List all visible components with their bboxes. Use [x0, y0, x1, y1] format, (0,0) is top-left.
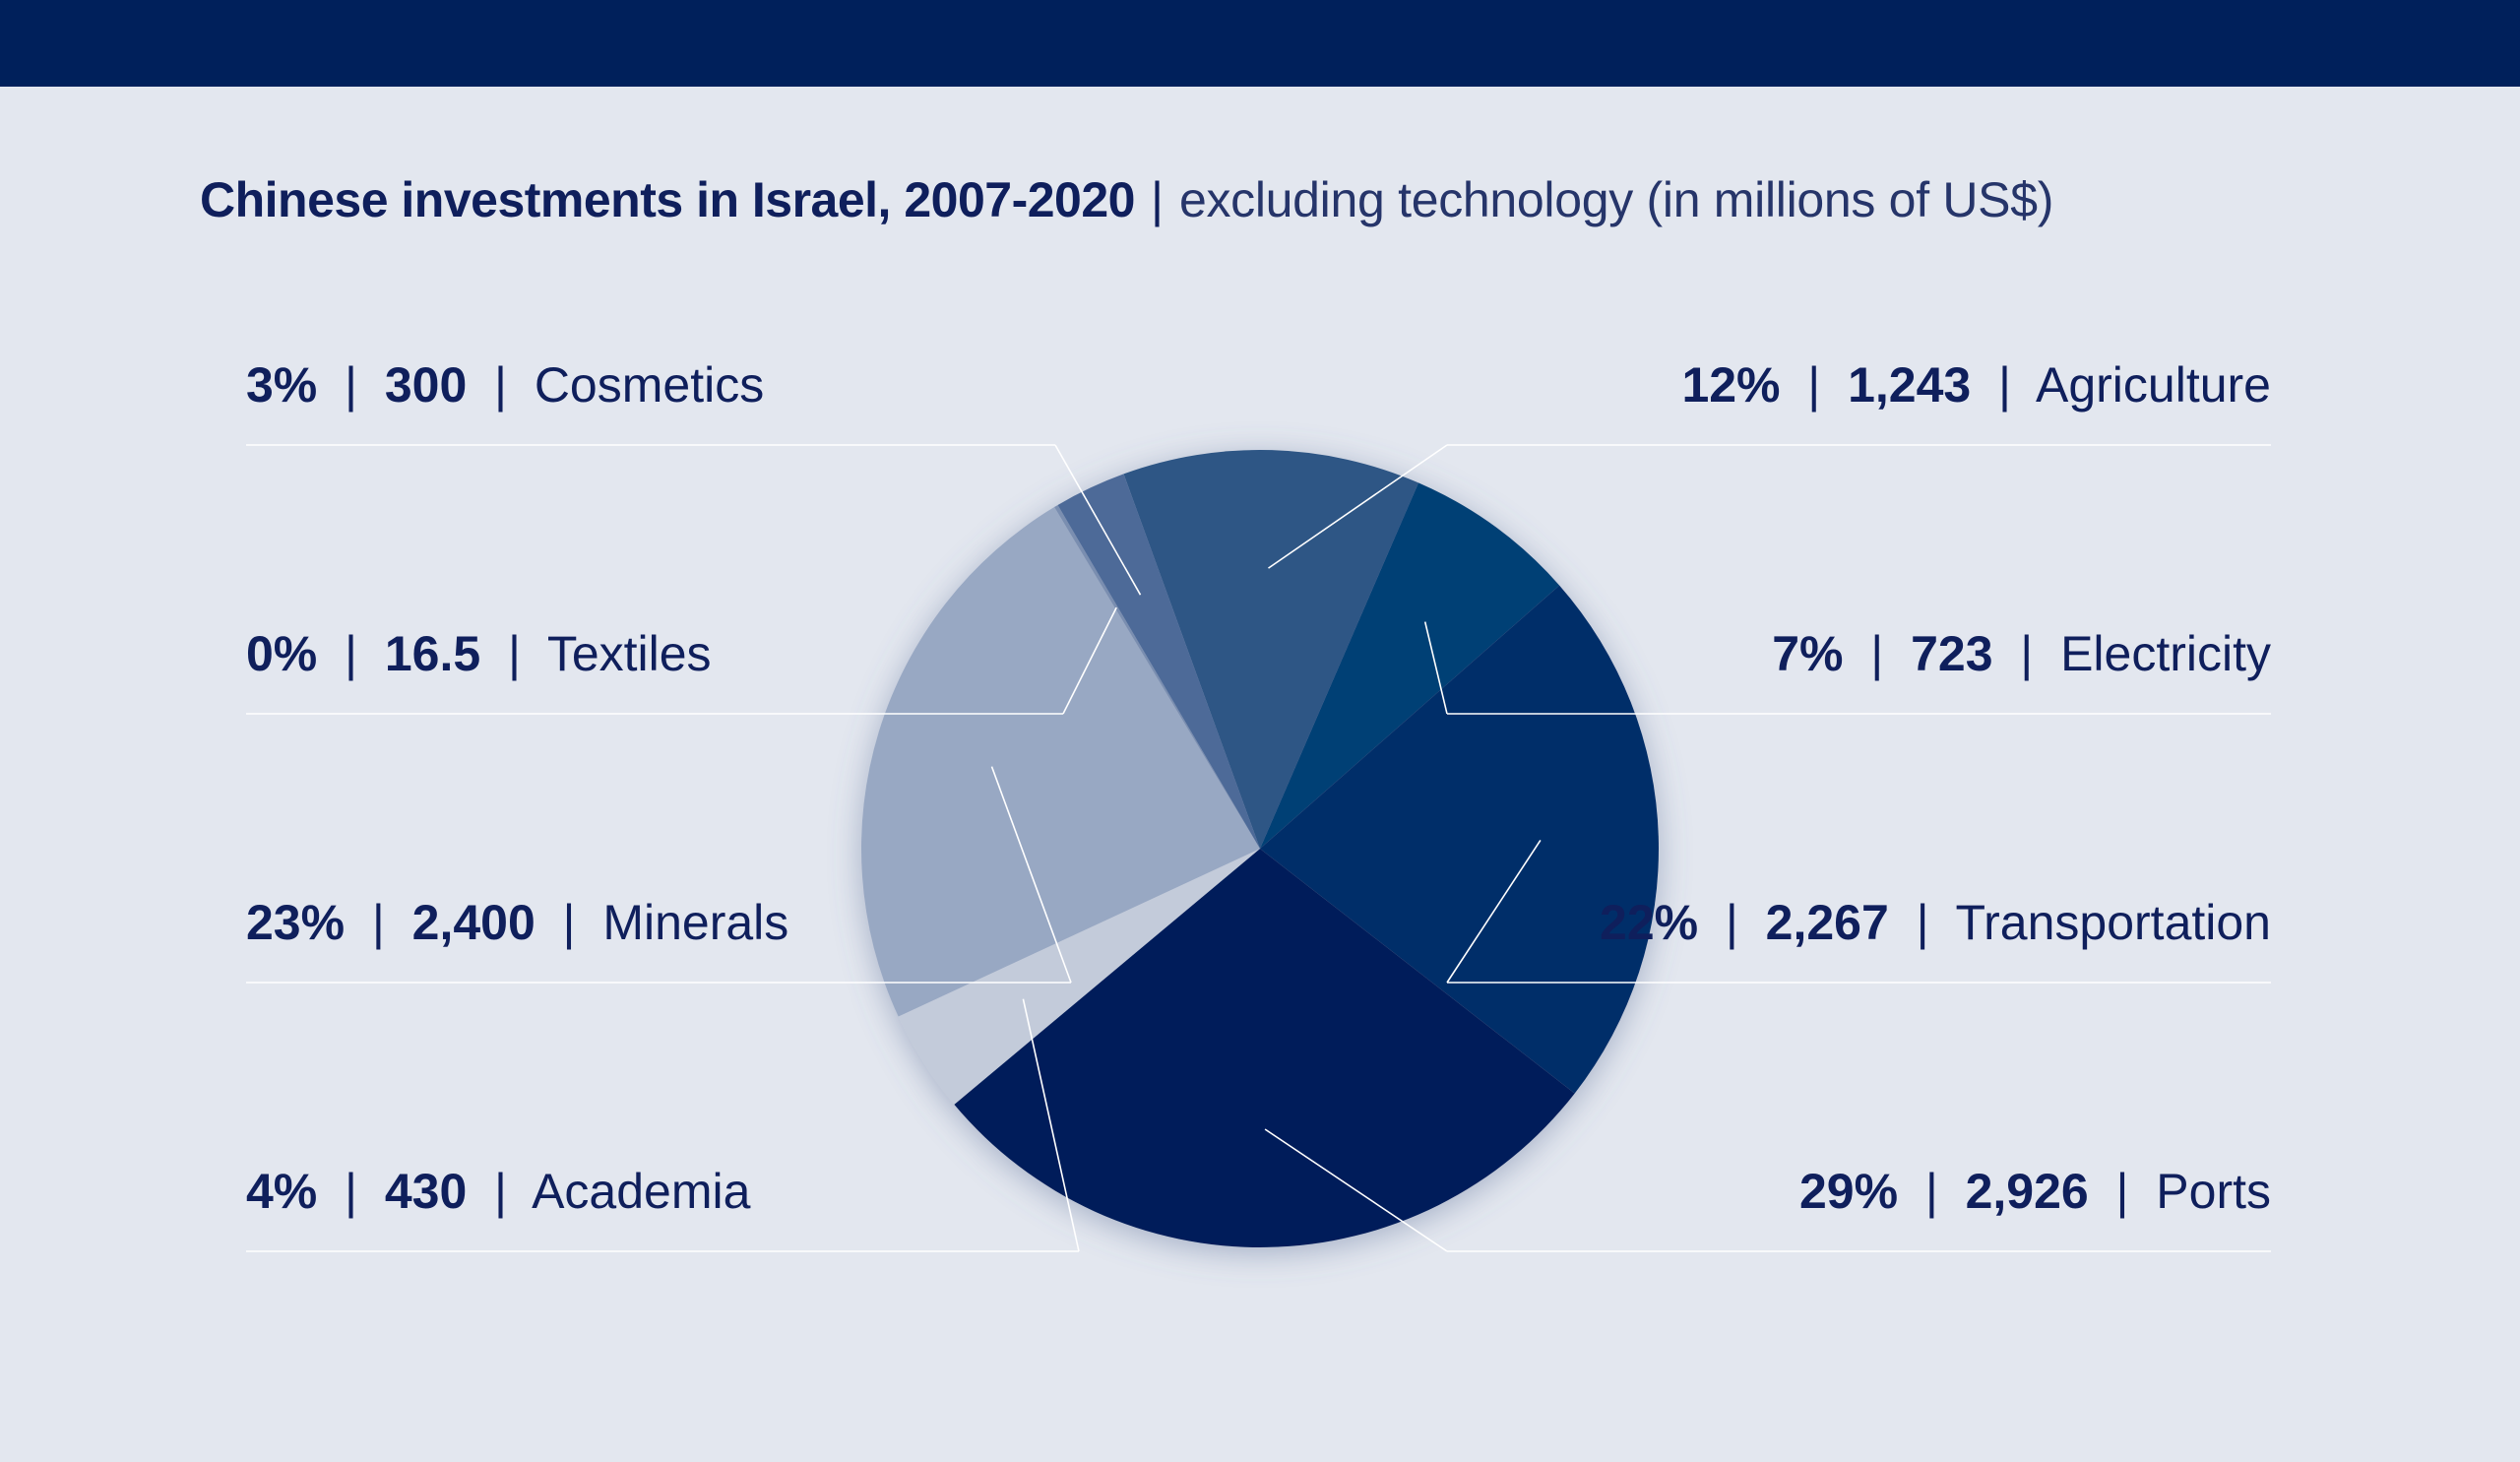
slice-percent-academia: 4%	[246, 1164, 317, 1219]
pie-slice-minerals	[860, 507, 1260, 1017]
slice-label-transportation: 22% | 2,267 | Transportation	[1600, 895, 2271, 950]
pie-slice-cosmetics	[1057, 474, 1260, 849]
slice-percent-agriculture: 12%	[1681, 357, 1780, 413]
slice-value-agriculture: 1,243	[1848, 357, 1971, 413]
slice-percent-minerals: 23%	[246, 895, 345, 950]
slice-separator-agriculture: |	[1971, 357, 2036, 413]
title-separator: |	[1150, 172, 1164, 227]
slice-value-academia: 430	[385, 1164, 467, 1219]
slice-percent-ports: 29%	[1799, 1164, 1898, 1219]
slice-value-minerals: 2,400	[412, 895, 536, 950]
slice-separator-academia: |	[467, 1164, 532, 1219]
slice-value-ports: 2,926	[1966, 1164, 2089, 1219]
slice-label-academia: 4% | 430 | Academia	[246, 1164, 751, 1219]
leader-lines	[246, 444, 2271, 1252]
slice-value-textiles: 16.5	[385, 626, 480, 681]
slice-labels: 3% | 300 | Cosmetics 0% | 16.5 | Textiles…	[246, 357, 2271, 1219]
slice-separator-academia: |	[317, 1164, 385, 1219]
leader-line-cosmetics	[1054, 444, 1142, 596]
leader-line-ports	[1264, 1128, 1448, 1252]
slice-percent-electricity: 7%	[1772, 626, 1843, 681]
slice-label-minerals: 23% | 2,400 | Minerals	[246, 895, 788, 950]
pie-slices	[860, 449, 1660, 1247]
slice-label-electricity: 7% | 723 | Electricity	[1772, 626, 2271, 681]
leader-line-academia	[1022, 998, 1080, 1252]
slice-value-cosmetics: 300	[385, 357, 467, 413]
leader-line-transportation	[1446, 839, 1542, 984]
pie-slice-agriculture	[1123, 449, 1418, 849]
slice-separator-minerals: |	[345, 895, 412, 950]
slice-name-minerals: Minerals	[602, 895, 788, 950]
slice-separator-ports: |	[2089, 1164, 2157, 1219]
chart-title-row: Chinese investments in Israel, 2007-2020…	[200, 165, 2053, 234]
chart-subtitle: excluding technology (in millions of US$…	[1178, 172, 2054, 227]
slice-label-ports: 29% | 2,926 | Ports	[1799, 1164, 2271, 1219]
slice-name-ports: Ports	[2156, 1164, 2271, 1219]
slice-separator-agriculture: |	[1781, 357, 1849, 413]
slice-name-transportation: Transportation	[1955, 895, 2271, 950]
slice-percent-textiles: 0%	[246, 626, 317, 681]
pie-slice-electricity	[1260, 482, 1560, 849]
slice-name-agriculture: Agriculture	[2036, 357, 2271, 413]
slice-label-agriculture: 12% | 1,243 | Agriculture	[1681, 357, 2271, 413]
slice-name-electricity: Electricity	[2060, 626, 2271, 681]
leader-line-textiles	[1062, 606, 1117, 715]
slice-separator-minerals: |	[536, 895, 603, 950]
top-band	[0, 0, 2520, 87]
slice-separator-ports: |	[1898, 1164, 1966, 1219]
slice-percent-cosmetics: 3%	[246, 357, 317, 413]
leader-line-agriculture	[1268, 444, 1448, 569]
slice-separator-transportation: |	[1698, 895, 1766, 950]
slice-separator-cosmetics: |	[467, 357, 535, 413]
slice-value-transportation: 2,267	[1766, 895, 1889, 950]
slice-percent-transportation: 22%	[1600, 895, 1698, 950]
pie-slice-academia	[898, 849, 1260, 1105]
leader-line-electricity	[1423, 621, 1448, 715]
slice-name-academia: Academia	[532, 1164, 751, 1219]
slice-label-cosmetics: 3% | 300 | Cosmetics	[246, 357, 764, 413]
slice-name-textiles: Textiles	[547, 626, 712, 681]
slice-separator-electricity: |	[1844, 626, 1912, 681]
slice-separator-electricity: |	[1993, 626, 2061, 681]
slice-separator-transportation: |	[1889, 895, 1956, 950]
leader-line-minerals	[990, 766, 1072, 984]
pie-slice-transportation	[1260, 585, 1660, 1094]
slice-label-textiles: 0% | 16.5 | Textiles	[246, 626, 712, 681]
chart-title: Chinese investments in Israel, 2007-2020	[200, 172, 1135, 227]
pie-slice-textiles	[1054, 504, 1260, 849]
slice-separator-textiles: |	[480, 626, 547, 681]
slice-separator-cosmetics: |	[317, 357, 385, 413]
pie-slice-ports	[954, 849, 1575, 1247]
slice-separator-textiles: |	[317, 626, 385, 681]
slice-value-electricity: 723	[1911, 626, 1992, 681]
slice-name-cosmetics: Cosmetics	[535, 357, 764, 413]
